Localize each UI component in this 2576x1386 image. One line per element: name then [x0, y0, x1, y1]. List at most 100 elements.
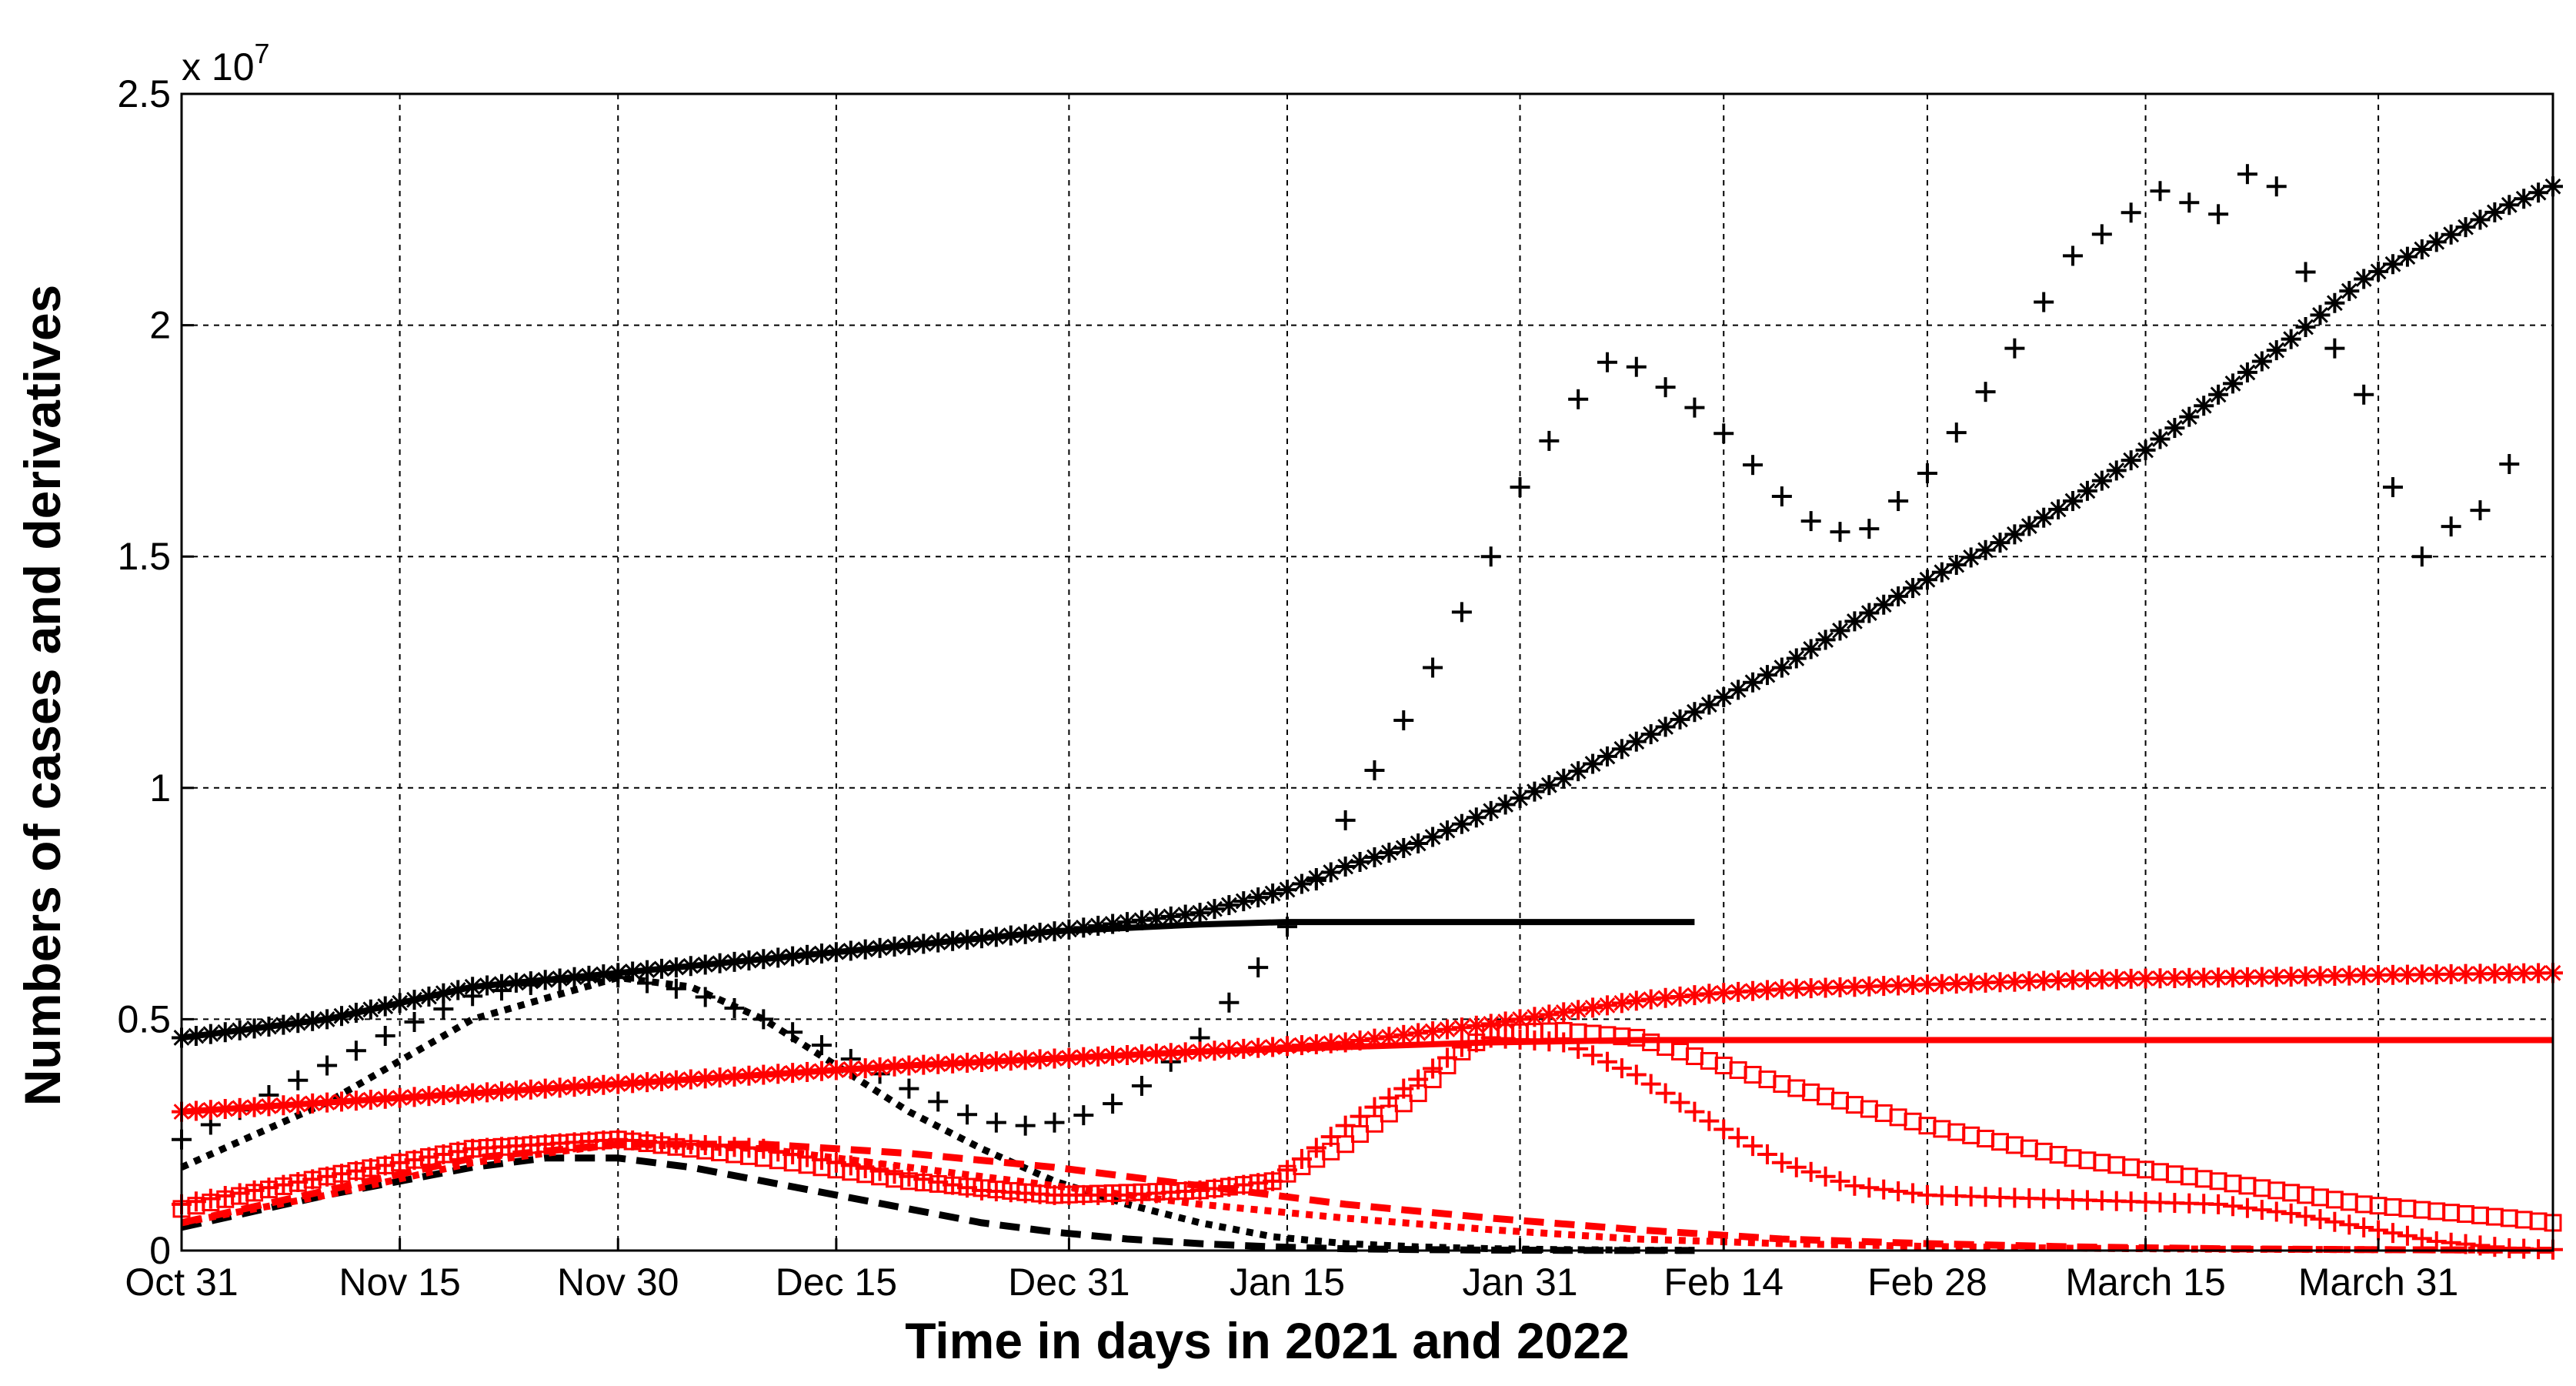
series-marker-d2 [1774, 660, 1790, 676]
series-marker-d2 [1599, 997, 1616, 1014]
series-10-dashed [181, 1141, 2554, 1254]
series-marker-d2 [2443, 966, 2460, 983]
series-marker-d2 [2283, 331, 2300, 348]
series-marker-d2 [2123, 452, 2140, 469]
series-marker-d2 [2152, 431, 2168, 447]
series-marker-d2 [2326, 967, 2343, 984]
series-marker-d2 [2137, 970, 2154, 987]
series-marker-d2 [2341, 282, 2357, 299]
series-marker-d2 [1875, 977, 1892, 994]
series-marker-d2 [1730, 681, 1747, 698]
plot-frame [180, 92, 2554, 1252]
series-marker-d2 [1628, 733, 1645, 750]
series-marker-d2 [2268, 342, 2285, 359]
series-marker-d2 [2355, 271, 2372, 287]
series-marker-d2 [2239, 364, 2256, 381]
series-marker-d2 [2035, 509, 2052, 526]
series-marker-d2 [2458, 966, 2474, 983]
series-marker-d2 [1672, 988, 1688, 1005]
series-marker-d2 [1540, 1006, 1557, 1023]
series-marker-d2 [2064, 971, 2081, 988]
series-marker-d2 [2079, 971, 2096, 988]
series-marker-d2 [1687, 987, 1703, 1004]
series-marker-d2 [1395, 1027, 1412, 1044]
series-marker-d2 [2297, 968, 2314, 985]
series-marker-d2 [1424, 1023, 1441, 1040]
x-tick-label: Feb 14 [1663, 1261, 1784, 1304]
series-marker-d2 [1497, 797, 1514, 813]
series-marker-d2 [1904, 579, 1921, 596]
series-marker-d2 [2312, 306, 2328, 323]
series-marker-d2 [1643, 991, 1660, 1007]
series-marker-d2 [1657, 719, 1674, 735]
series-marker-d2 [2443, 226, 2460, 243]
series-marker-d2 [1890, 588, 1907, 605]
series-11-solid [181, 1037, 2553, 1115]
x-tick-label: March 31 [2298, 1261, 2458, 1304]
series-marker-d2 [1934, 976, 1950, 993]
series-marker-d2 [1846, 978, 1863, 995]
series-marker-d2 [1860, 605, 1877, 621]
series-marker-d2 [2472, 212, 2488, 228]
series-marker-d2 [2166, 970, 2183, 987]
series-marker-d2 [2384, 967, 2401, 984]
series-marker-d2 [2181, 970, 2197, 987]
series-marker-d2 [1700, 985, 1717, 1002]
series-marker-d2 [1483, 1015, 1500, 1032]
series-marker-d2 [1570, 763, 1587, 780]
series-marker-d2 [2428, 233, 2445, 250]
series-marker-d2 [1992, 534, 2008, 551]
series-marker-d2 [2472, 965, 2488, 982]
series-marker-d2 [2108, 462, 2125, 479]
series-marker-d2 [2268, 968, 2285, 985]
series-marker-d2 [1687, 703, 1703, 720]
series-marker-d2 [1453, 816, 1470, 833]
series-marker-d2 [1759, 982, 1776, 998]
series-5-solid [181, 919, 1695, 1041]
series-marker-d2 [1468, 809, 1485, 826]
series-marker-d2 [1410, 835, 1426, 852]
x-axis-title: Time in days in 2021 and 2022 [905, 1312, 1630, 1369]
series-marker-d2 [2486, 204, 2503, 221]
series-marker-d2 [1890, 977, 1907, 994]
series-marker-d2 [2414, 966, 2431, 983]
series-line [181, 1037, 2553, 1115]
y-axis-title: Numbers of cases and derivatives [14, 285, 71, 1106]
series-marker-d2 [2341, 967, 2357, 984]
series-marker-d2 [1803, 641, 1820, 657]
series-marker-d2 [1730, 984, 1747, 1000]
series-marker-d2 [2195, 397, 2212, 414]
series-marker-d2 [2006, 526, 2023, 543]
series-marker-d2 [1555, 770, 1572, 787]
y-tick-label: 0 [149, 1229, 171, 1272]
series-marker-d2 [2137, 442, 2154, 459]
series-marker-d2 [2370, 263, 2387, 280]
series-marker-d2 [1148, 910, 1165, 927]
series-marker-d2 [2123, 970, 2140, 987]
series-marker-d2 [2166, 419, 2183, 436]
series-marker-d2 [2297, 319, 2314, 336]
series-marker-d2 [1643, 726, 1660, 743]
series-marker-d2 [1904, 977, 1921, 994]
series-marker-d2 [2035, 973, 2052, 989]
y-tick-label: 0.5 [117, 997, 171, 1040]
y-tick-label: 2.5 [117, 72, 171, 115]
series-marker-d2 [1424, 829, 1441, 845]
y-exponent-label: x 107 [182, 38, 270, 89]
series-marker-d2 [1715, 984, 1732, 1001]
series-marker-d2 [1439, 1021, 1456, 1038]
series-marker-d2 [2224, 375, 2241, 392]
series-marker-d2 [2399, 249, 2416, 266]
series-marker-d2 [2108, 970, 2125, 987]
series-marker-d2 [1527, 1008, 1543, 1025]
series-marker-d2 [2224, 969, 2241, 986]
series-marker-d2 [1963, 549, 1980, 566]
series-marker-d2 [2399, 967, 2416, 983]
series-marker-d2 [2326, 295, 2343, 312]
series-marker-d2 [1832, 979, 1848, 996]
series-marker-d2 [2064, 493, 2081, 509]
series-marker-d2 [2501, 965, 2518, 982]
series-layer [172, 164, 2563, 1260]
series-marker-d2 [2210, 386, 2227, 403]
series-marker-d2 [1817, 631, 1834, 648]
